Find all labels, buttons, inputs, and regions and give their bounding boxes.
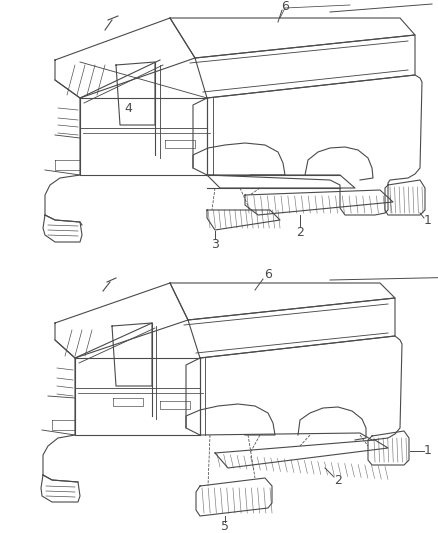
Text: 6: 6	[281, 0, 289, 12]
Text: 3: 3	[211, 238, 219, 251]
Text: 1: 1	[424, 445, 432, 457]
Text: 2: 2	[334, 473, 342, 487]
Text: 2: 2	[296, 225, 304, 238]
Text: 4: 4	[124, 101, 132, 115]
Text: 5: 5	[221, 520, 229, 532]
Text: 1: 1	[424, 214, 432, 227]
Text: 6: 6	[264, 269, 272, 281]
